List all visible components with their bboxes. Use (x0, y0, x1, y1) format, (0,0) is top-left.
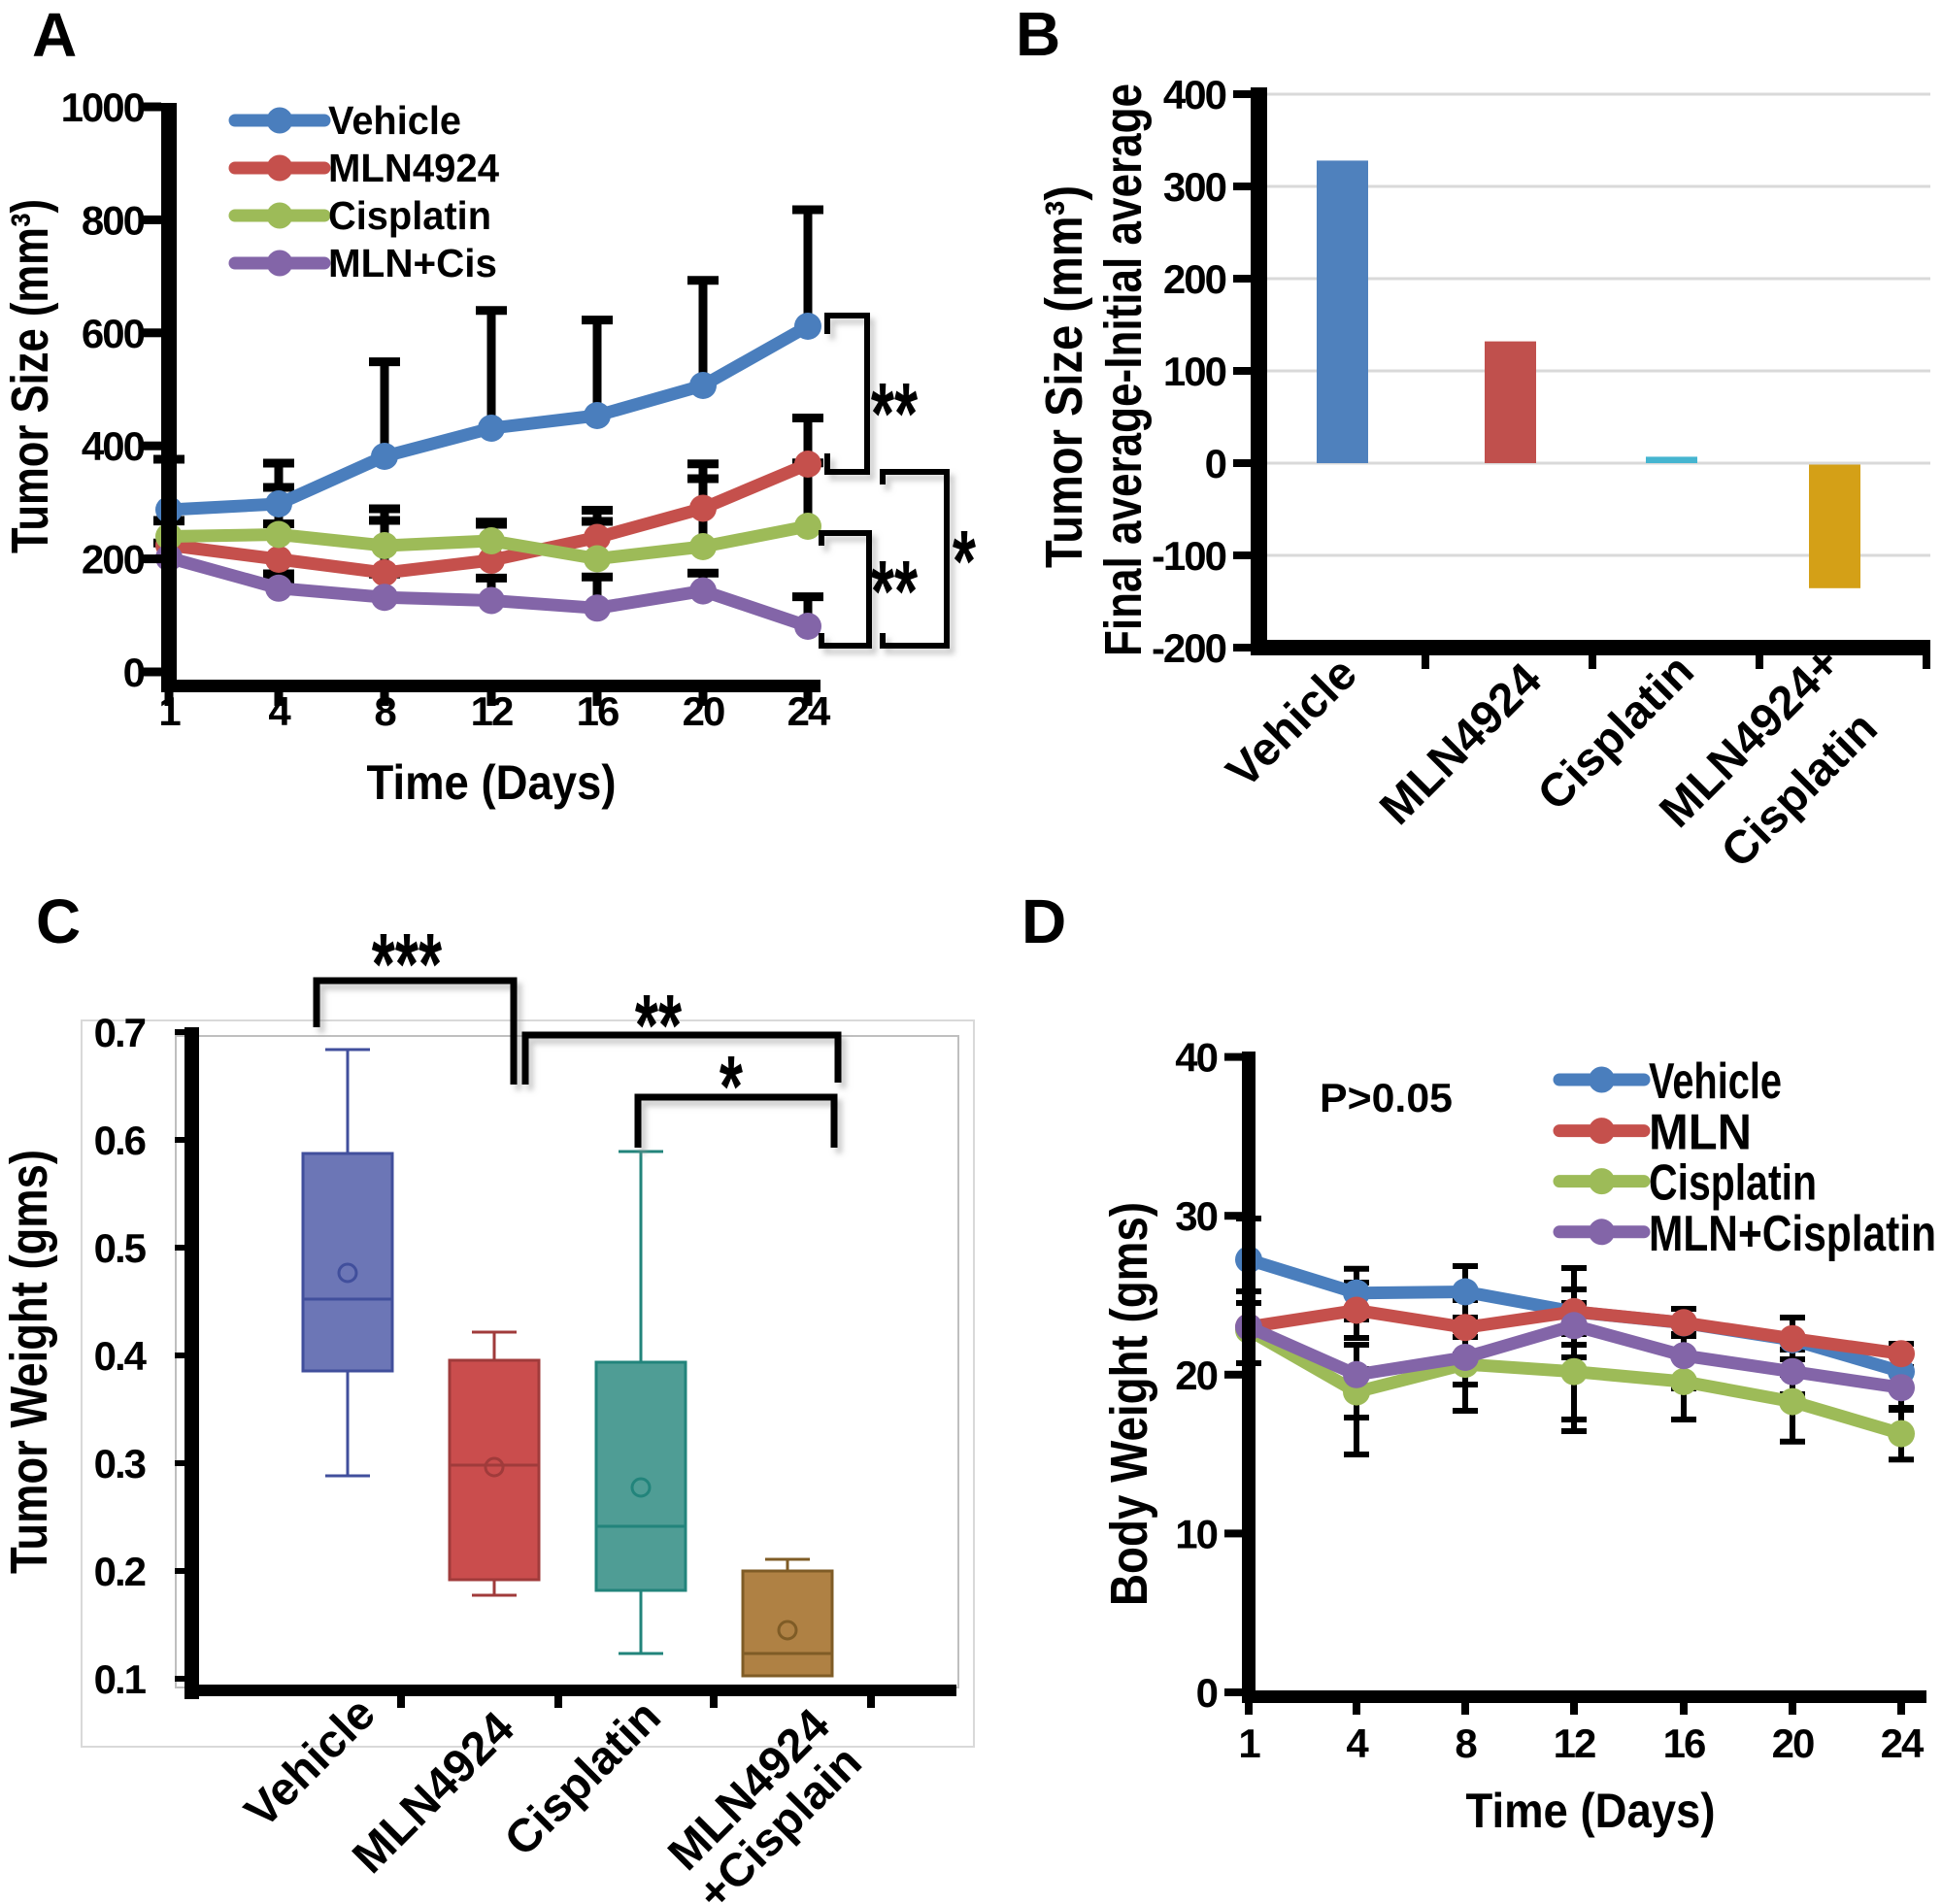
svg-text:400: 400 (82, 423, 145, 469)
svg-text:12: 12 (471, 688, 513, 734)
svg-text:Vehicle: Vehicle (328, 98, 461, 143)
svg-text:300: 300 (1163, 164, 1226, 210)
svg-text:8: 8 (374, 688, 396, 734)
svg-text:Cisplatin: Cisplatin (328, 193, 491, 238)
svg-text:200: 200 (1163, 256, 1226, 302)
svg-text:0.6: 0.6 (94, 1118, 146, 1163)
svg-text:4: 4 (268, 688, 291, 734)
svg-text:-200: -200 (1152, 625, 1226, 671)
svg-text:24: 24 (787, 688, 831, 734)
svg-text:24: 24 (1881, 1720, 1925, 1766)
svg-text:200: 200 (82, 537, 145, 583)
svg-text:Cisplatin: Cisplatin (1649, 1155, 1817, 1212)
svg-text:30: 30 (1175, 1193, 1217, 1239)
svg-text:B: B (1016, 0, 1060, 69)
svg-text:Vehicle: Vehicle (1649, 1053, 1782, 1110)
svg-text:Time (Days): Time (Days) (367, 755, 617, 810)
svg-text:0: 0 (123, 650, 145, 695)
svg-text:MLN+Cisplatin: MLN+Cisplatin (1649, 1206, 1936, 1262)
svg-text:20: 20 (683, 688, 724, 734)
svg-text:Body Weight (gms): Body Weight (gms) (1100, 1202, 1158, 1606)
svg-text:*: * (720, 1039, 743, 1136)
svg-text:*: * (953, 514, 976, 611)
svg-text:P>0.05: P>0.05 (1320, 1075, 1453, 1120)
svg-text:**: ** (871, 544, 918, 641)
svg-text:1: 1 (1238, 1720, 1260, 1766)
svg-text:0.7: 0.7 (94, 1010, 146, 1055)
svg-text:0.4: 0.4 (94, 1333, 148, 1379)
svg-text:20: 20 (1772, 1720, 1814, 1766)
svg-text:20: 20 (1175, 1353, 1217, 1398)
svg-text:Tumor Size (mm³): Tumor Size (mm³) (1, 199, 59, 553)
svg-text:100: 100 (1163, 349, 1226, 394)
svg-text:**: ** (635, 978, 682, 1075)
svg-text:600: 600 (82, 311, 145, 356)
svg-text:400: 400 (1163, 72, 1226, 117)
svg-text:0.5: 0.5 (94, 1225, 147, 1271)
svg-text:12: 12 (1554, 1720, 1595, 1766)
svg-text:Tumor Size (mm³): Tumor Size (mm³) (1035, 185, 1093, 568)
svg-text:16: 16 (1663, 1720, 1705, 1766)
svg-text:16: 16 (577, 688, 619, 734)
svg-text:Time (Days): Time (Days) (1466, 1784, 1716, 1838)
svg-text:Tumor Weight (gms): Tumor Weight (gms) (0, 1150, 58, 1574)
svg-text:Final average-Initial average: Final average-Initial average (1094, 84, 1153, 656)
svg-text:D: D (1021, 886, 1066, 956)
svg-text:0.2: 0.2 (94, 1549, 146, 1594)
svg-text:1: 1 (158, 688, 181, 734)
svg-text:0.1: 0.1 (94, 1656, 147, 1702)
svg-text:A: A (32, 0, 77, 70)
svg-text:8: 8 (1455, 1720, 1477, 1766)
svg-text:-100: -100 (1152, 533, 1226, 579)
svg-text:0.3: 0.3 (94, 1441, 146, 1486)
svg-text:1000: 1000 (61, 84, 145, 130)
svg-text:40: 40 (1175, 1035, 1217, 1081)
svg-text:800: 800 (82, 197, 145, 243)
svg-text:MLN4924: MLN4924 (328, 146, 499, 190)
svg-text:***: *** (372, 917, 442, 1014)
svg-text:0: 0 (1196, 1670, 1218, 1716)
svg-text:MLN: MLN (1649, 1105, 1752, 1161)
svg-text:0: 0 (1205, 441, 1226, 486)
svg-text:MLN+Cis: MLN+Cis (328, 241, 497, 285)
svg-text:C: C (36, 886, 81, 956)
svg-text:4: 4 (1346, 1720, 1369, 1766)
svg-text:10: 10 (1175, 1511, 1217, 1556)
svg-text:**: ** (871, 366, 918, 463)
